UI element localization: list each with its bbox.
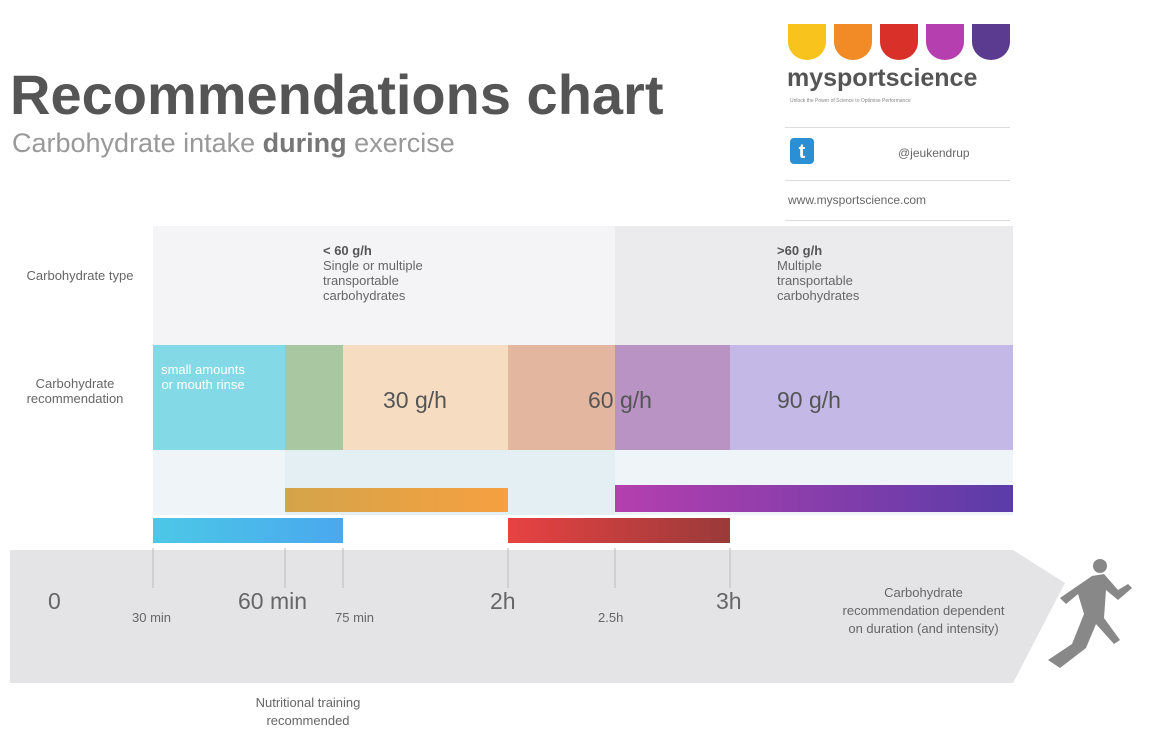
- subtitle: Carbohydrate intake during exercise: [12, 128, 455, 159]
- minor-tick: 75 min: [335, 610, 374, 625]
- logo-url: www.mysportscience.com: [788, 193, 926, 207]
- runner: [1048, 559, 1132, 668]
- major-tick: 0: [48, 588, 61, 615]
- recommendation: 30 g/h: [383, 387, 447, 414]
- recommendation: 60 g/h: [588, 387, 652, 414]
- twitter-handle: @jeukendrup: [898, 146, 970, 160]
- row-label: Carbohydrate type: [20, 268, 140, 283]
- twitter-icon: t: [790, 138, 814, 164]
- type-description: Multiple transportable carbohydrates: [777, 258, 859, 303]
- bar: [285, 488, 508, 512]
- logo-drops: [785, 22, 1015, 62]
- row-label: Carbohydrate recommendation: [5, 376, 145, 406]
- major-tick: 3h: [716, 588, 742, 615]
- infographic: Recommendations chart Carbohydrate intak…: [0, 0, 1154, 733]
- recommendation: 90 g/h: [777, 387, 841, 414]
- subtitle-bold: during: [263, 128, 347, 158]
- type-amount: >60 g/h: [777, 243, 822, 258]
- title: Recommendations chart: [10, 62, 664, 127]
- bar: [153, 518, 343, 543]
- minor-tick: 2.5h: [598, 610, 623, 625]
- timeline-note: Carbohydrate recommendation dependent on…: [836, 584, 1011, 638]
- type-description: Single or multiple transportable carbohy…: [323, 258, 423, 303]
- logo-name: mysportscience: [787, 64, 977, 93]
- svg-text:t: t: [799, 141, 806, 163]
- major-tick: 60 min: [238, 588, 307, 615]
- subtitle-part: exercise: [354, 128, 455, 158]
- type-block: >60 g/h Multiple transportable carbohydr…: [777, 243, 897, 303]
- minor-tick: 30 min: [132, 610, 171, 625]
- subtitle-part: Carbohydrate intake: [12, 128, 255, 158]
- footnote: Nutritional training recommended: [238, 694, 378, 730]
- major-tick: 2h: [490, 588, 516, 615]
- type-block: < 60 g/h Single or multiple transportabl…: [323, 243, 473, 303]
- recommendation: small amounts or mouth rinse: [158, 362, 248, 392]
- logo-tagline: Unlock the Power of Science to Optimise …: [790, 98, 911, 104]
- bar: [615, 485, 1013, 512]
- type-amount: < 60 g/h: [323, 243, 372, 258]
- bar: [508, 518, 730, 543]
